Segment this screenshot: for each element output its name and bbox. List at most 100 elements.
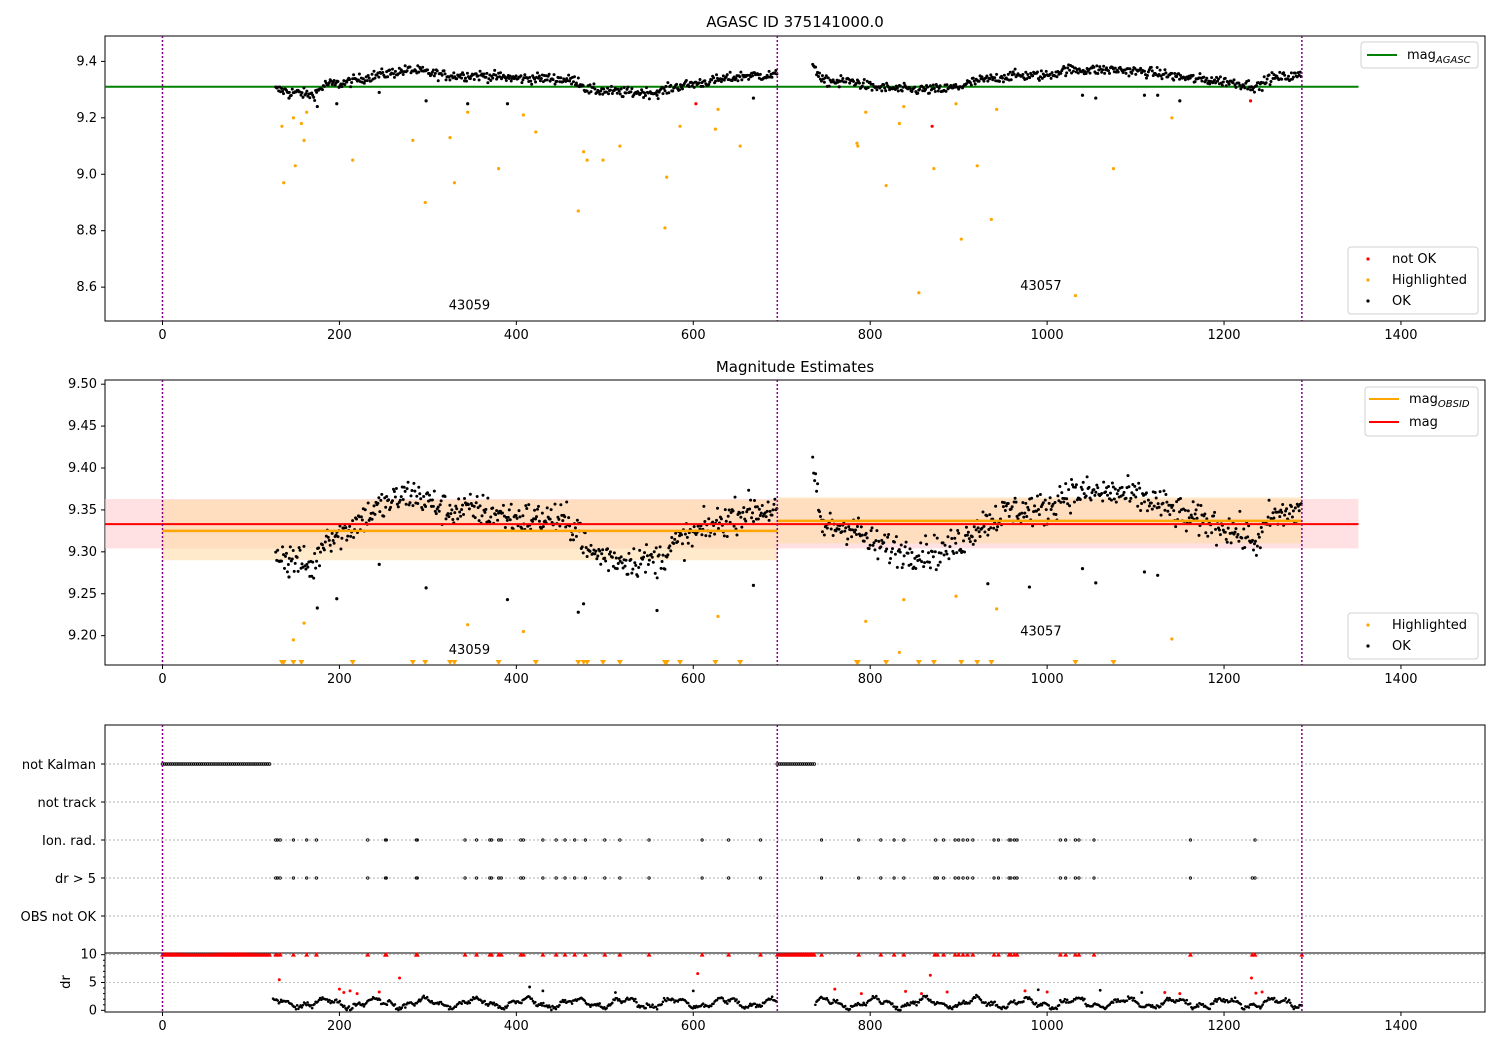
agasc-ok-point <box>1094 96 1098 100</box>
dr-point <box>520 1001 523 1005</box>
magnitude-highlighted-point <box>954 594 958 598</box>
magnitude-ok-point <box>627 551 631 555</box>
agasc-ok-point <box>747 77 751 81</box>
flag-ion-rad-marker <box>700 838 704 842</box>
magnitude-ok-point <box>615 567 619 571</box>
magnitude-ok-point <box>935 536 939 540</box>
magnitude-ok-point <box>340 536 344 540</box>
magnitude-ok-point <box>977 530 981 534</box>
magnitude-ok-point <box>1093 493 1097 497</box>
dr-point <box>1185 998 1189 1002</box>
magnitude-ok-point <box>607 552 611 556</box>
magnitude-ok-point <box>1171 503 1175 507</box>
flag-not-kalman-marker <box>252 762 256 766</box>
magnitude-ok-point <box>910 550 914 554</box>
agasc-ok-point <box>860 84 864 88</box>
agasc-highlighted-point <box>293 164 297 168</box>
dr-red-point <box>1023 989 1027 993</box>
agasc-ok-point <box>386 75 390 79</box>
magnitude-ok-point <box>1271 511 1275 515</box>
dr-point <box>1062 999 1066 1003</box>
agasc-obsid-label: 43057 <box>1020 279 1061 294</box>
magnitude-ok-point <box>320 543 324 547</box>
magnitude-ok-point <box>740 525 744 529</box>
magnitude-ok-point <box>507 508 511 512</box>
flag-not-kalman-marker <box>238 762 243 766</box>
flag-not-kalman-marker <box>166 762 171 766</box>
magnitude-ok-point <box>897 548 901 552</box>
agasc-ok-point <box>1040 76 1044 80</box>
dr-point <box>1242 1007 1246 1011</box>
magnitude-ok-point <box>349 534 353 538</box>
magnitude-ok-point <box>840 530 844 534</box>
dr-clipped-marker <box>290 952 296 957</box>
magnitude-ok-point <box>276 548 280 552</box>
flag-not-kalman-marker <box>798 762 803 766</box>
magnitude-ok-point <box>683 532 687 536</box>
dr-xtick-label: 200 <box>327 1019 352 1034</box>
magnitude-ok-point <box>571 533 575 537</box>
magnitude-ok-point <box>1164 493 1168 497</box>
magnitude-ok-point <box>302 544 306 548</box>
magnitude-ok-point <box>417 485 421 489</box>
magnitude-ok-point <box>461 503 465 507</box>
agasc-ok-point <box>1028 76 1032 80</box>
dr-point <box>276 999 279 1002</box>
agasc-ok-point <box>916 91 920 95</box>
magnitude-ok-point <box>1251 548 1255 552</box>
magnitude-ok-point <box>509 502 513 506</box>
dr-xtick-label: 0 <box>158 1019 166 1034</box>
magnitude-ok-point <box>715 518 719 522</box>
magnitude-ok-point <box>384 505 388 509</box>
magnitude-ok-point <box>942 553 946 557</box>
magnitude-ok-point <box>1252 542 1256 546</box>
flag-category-label: not track <box>37 796 96 811</box>
magnitude-ok-point <box>439 499 443 503</box>
dr-point <box>454 1005 458 1008</box>
magnitude-ok-point <box>505 518 509 522</box>
magnitude-ok-point <box>1068 504 1072 508</box>
dr-point <box>466 1002 469 1005</box>
dr-point <box>1287 998 1291 1002</box>
agasc-ok-point <box>931 83 935 87</box>
agasc-ok-point <box>671 89 675 93</box>
magnitude-ok-point <box>408 501 412 505</box>
dr-point <box>1071 999 1075 1003</box>
flag-dr5-marker <box>499 876 503 880</box>
magnitude-ok-point <box>463 497 467 501</box>
agasc-ok-point <box>1013 67 1017 71</box>
dr-clipped-marker <box>267 952 273 957</box>
dr-point <box>611 1001 614 1005</box>
magnitude-ok-point <box>281 545 285 549</box>
magnitude-ok-point <box>1121 493 1125 497</box>
magnitude-ok-point <box>436 505 440 509</box>
magnitude-ok-point <box>300 562 304 566</box>
agasc-obsid-label: 43059 <box>449 299 490 314</box>
magnitude-ok-point <box>962 539 966 543</box>
agasc-ok-point <box>332 78 336 82</box>
agasc-ok-point <box>440 73 444 77</box>
magnitude-ok-point <box>1166 509 1170 513</box>
magnitude-ok-point <box>437 509 441 513</box>
agasc-ok-point <box>1098 65 1102 69</box>
dr-point <box>1047 1004 1051 1007</box>
magnitude-ok-point <box>282 553 286 557</box>
agasc-ok-point <box>1257 88 1261 92</box>
agasc-ok-point <box>417 70 421 74</box>
flag-dr5-marker <box>274 876 278 880</box>
agasc-ok-point <box>1100 70 1104 74</box>
magnitude-ok-point <box>354 517 358 521</box>
flag-not-kalman-marker <box>248 762 252 766</box>
magnitude-ok-point <box>363 508 367 512</box>
dr-point <box>300 1006 304 1009</box>
magnitude-ok-point <box>759 511 763 515</box>
agasc-ytick-label: 8.8 <box>76 224 97 239</box>
dr-point <box>1190 1006 1193 1009</box>
magnitude-ok-point <box>585 554 589 558</box>
magnitude-ok-point <box>652 550 656 554</box>
magnitude-ok-point <box>758 514 762 518</box>
dr-point <box>831 1001 834 1005</box>
magnitude-ok-point <box>391 487 395 491</box>
magnitude-ok-point <box>755 505 759 509</box>
